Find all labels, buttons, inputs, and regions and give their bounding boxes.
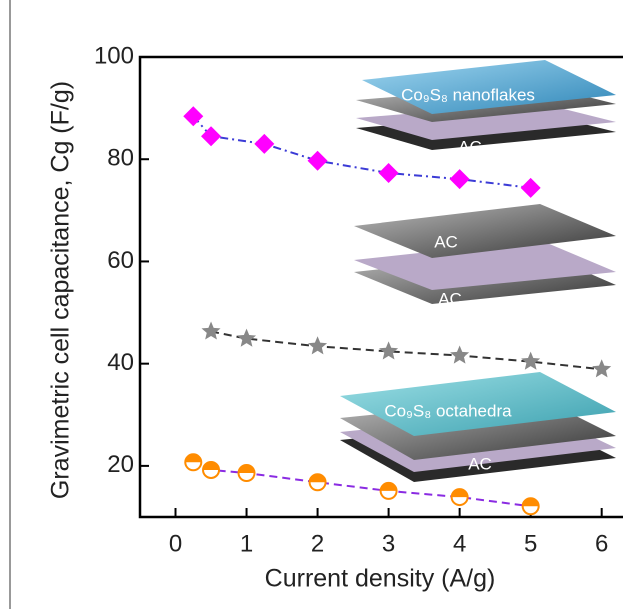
y-tick-label: 40 <box>107 349 134 376</box>
marker <box>378 163 399 184</box>
annotation: AC <box>438 289 462 308</box>
marker <box>202 460 221 479</box>
marker-half <box>380 482 397 491</box>
y-axis-label: Gravimetric cell capacitance, Cg (F/g) <box>47 81 75 499</box>
x-tick-label: 4 <box>453 530 466 557</box>
marker <box>201 126 222 147</box>
y-tick-label: 100 <box>94 42 134 69</box>
marker <box>379 481 398 500</box>
series-line <box>210 330 602 371</box>
annotation: AC <box>458 137 482 156</box>
annotation: AC <box>434 232 458 251</box>
marker-half <box>522 498 539 507</box>
marker <box>521 497 540 516</box>
marker <box>183 106 204 127</box>
marker <box>379 341 399 360</box>
y-tick-label: 20 <box>107 451 134 478</box>
x-axis-label: Current density (A/g) <box>265 565 496 593</box>
marker <box>307 150 328 171</box>
marker <box>520 177 541 198</box>
marker <box>237 464 256 483</box>
inset-nanoflakes <box>356 60 616 150</box>
x-tick-label: 3 <box>382 530 395 557</box>
x-tick-label: 2 <box>311 530 324 557</box>
x-tick-label: 0 <box>169 530 182 557</box>
marker <box>308 473 327 492</box>
marker <box>308 336 328 355</box>
x-tick-label: 6 <box>595 530 608 557</box>
x-tick-label: 5 <box>524 530 537 557</box>
inset-octahedra <box>340 372 616 482</box>
marker <box>521 351 541 370</box>
marker-half <box>238 465 255 474</box>
marker-half <box>185 454 202 463</box>
marker <box>184 453 203 472</box>
marker-half <box>203 461 220 470</box>
annotation: Co₉S₈ octahedra <box>384 401 512 420</box>
annotation: AC <box>468 454 492 473</box>
x-tick-label: 1 <box>240 530 253 557</box>
marker <box>237 328 257 347</box>
marker <box>592 359 612 378</box>
axis-frame <box>138 55 623 519</box>
marker-half <box>451 489 468 498</box>
marker <box>201 321 221 340</box>
inset-ac <box>354 204 616 304</box>
marker <box>449 169 470 190</box>
marker <box>450 488 469 507</box>
y-tick-label: 60 <box>107 247 134 274</box>
marker-half <box>309 474 326 483</box>
marker <box>450 345 470 364</box>
y-tick-label: 80 <box>107 145 134 172</box>
marker <box>254 133 275 154</box>
annotation: Co₉S₈ nanoflakes <box>401 85 535 104</box>
